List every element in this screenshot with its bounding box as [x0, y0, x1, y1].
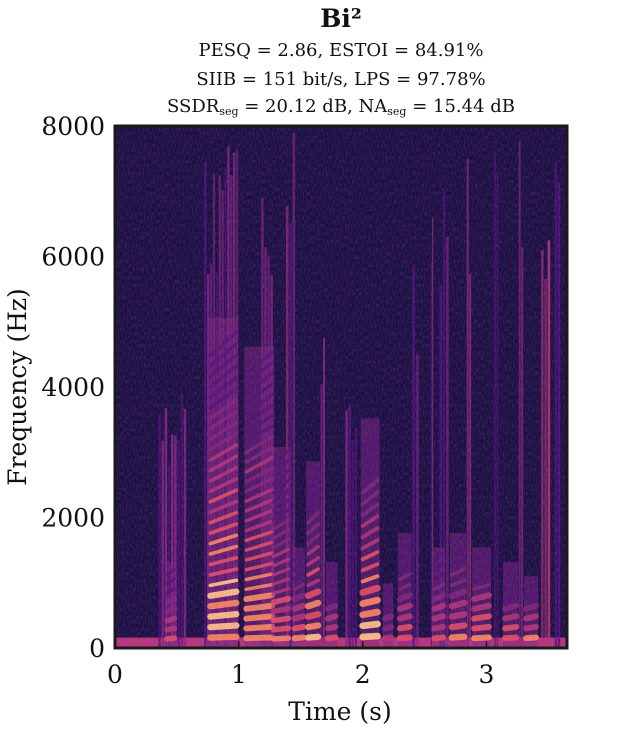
siib-value: 151 bit/s [262, 69, 343, 90]
y-tick-label: 0 [89, 634, 105, 663]
ssdr-label: SSDR [166, 96, 220, 117]
ssdr-subscript: seg [219, 105, 239, 118]
metrics-line-1: PESQ = 2.86, ESTOI = 84.91% [198, 40, 484, 61]
spectrogram-noise-texture [115, 126, 567, 648]
estoi-value: 84.91% [414, 40, 484, 61]
x-tick-label: 3 [479, 660, 495, 689]
y-tick-label: 8000 [41, 112, 105, 141]
y-axis-label: Frequency (Hz) [3, 288, 32, 486]
na-value: 15.44 dB [433, 96, 516, 117]
spectrogram-plot-area [115, 126, 567, 648]
y-tick-label: 2000 [41, 504, 105, 533]
metrics-line-2: SIIB = 151 bit/s, LPS = 97.78% [196, 69, 486, 90]
lps-label: LPS [354, 69, 391, 90]
ssdr-value: 20.12 dB [265, 96, 348, 117]
x-tick-label: 2 [355, 660, 371, 689]
y-tick-label: 4000 [41, 373, 105, 402]
siib-label: SIIB [196, 69, 237, 90]
y-tick-label: 6000 [41, 243, 105, 272]
na-subscript: seg [387, 105, 407, 118]
pesq-value: 2.86 [277, 40, 318, 61]
na-label: NA [358, 96, 388, 117]
x-axis-label: Time (s) [288, 697, 391, 726]
x-tick-label: 0 [107, 660, 123, 689]
lps-value: 97.78% [416, 69, 486, 90]
metrics-line-3: SSDRseg = 20.12 dB, NAseg = 15.44 dB [166, 96, 516, 118]
x-tick-label: 1 [231, 660, 247, 689]
pesq-label: PESQ [198, 40, 251, 61]
chart-title: Bi² [320, 4, 362, 33]
estoi-label: ESTOI [328, 40, 389, 61]
